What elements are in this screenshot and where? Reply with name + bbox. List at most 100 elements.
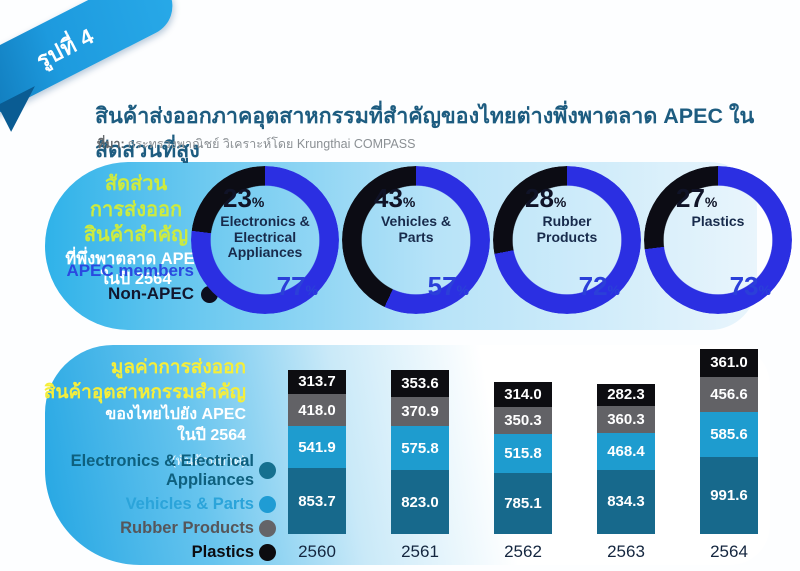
bar-stack: 314.0 350.3 515.8 785.1	[494, 382, 552, 534]
donut-category-label: Rubber Products	[536, 213, 598, 245]
bar-value-label: 313.7	[298, 373, 336, 391]
bar-segment-plastics: 282.3	[597, 383, 655, 406]
legend-item-rubber-products: Rubber Products	[120, 519, 276, 538]
non-apec-percent: 43%	[374, 183, 416, 213]
apec-percent: 72%	[578, 271, 620, 301]
bar-column-2564: 361.0 456.6 585.6 991.6 2564	[700, 349, 758, 562]
donut-category-label: Vehicles & Parts	[380, 213, 452, 245]
bar-segment-electronics-electrical-appliances: 823.0	[391, 470, 449, 534]
bar-chart: 313.7 418.0 541.9 853.7 2560 353.6 370.9 575.8 8…	[288, 349, 758, 562]
text-line: ของไทยไปยัง APEC	[105, 406, 246, 424]
source-prefix: ที่มา:	[97, 137, 125, 151]
bar-value-label: 468.4	[607, 442, 645, 460]
bar-segment-electronics-electrical-appliances: 834.3	[597, 469, 655, 534]
bar-column-2561: 353.6 370.9 575.8 823.0 2561	[391, 369, 449, 562]
donut-labels: 28% Rubber Products 72%	[493, 166, 641, 314]
percent-sign: %	[251, 194, 265, 210]
donut-category-label: Electronics & Electrical Appliances	[220, 213, 310, 261]
bar-value-label: 361.0	[710, 354, 748, 372]
donut-category-label: Plastics	[691, 213, 745, 229]
legend-dot-icon	[259, 543, 276, 561]
legend-item-plastics: Plastics	[192, 543, 276, 562]
bar-year-label: 2563	[607, 542, 645, 561]
donut-row: 23% Electronics & Electrical Appliances 77…	[191, 166, 792, 314]
bar-stack: 313.7 418.0 541.9 853.7	[288, 369, 346, 534]
donut-vehicles-parts: 43% Vehicles & Parts 57%	[342, 166, 490, 314]
legend-label: Plastics	[191, 542, 254, 561]
bar-segment-plastics: 353.6	[391, 369, 449, 398]
bar-year-label: 2564	[710, 542, 748, 561]
percent-sign: %	[402, 194, 416, 210]
share-heading-lines: สัดส่วน การส่งออก สินค้าสำคัญ	[50, 172, 222, 249]
bar-stack: 361.0 456.6 585.6 991.6	[700, 349, 758, 534]
bar-value-label: 834.3	[607, 493, 645, 511]
legend-label: Rubber Products	[120, 518, 254, 537]
donut-labels: 23% Electronics & Electrical Appliances 77…	[191, 166, 339, 314]
bar-value-label: 456.6	[710, 386, 748, 404]
percent-sign: %	[607, 282, 620, 298]
bar-year-label: 2560	[298, 542, 336, 561]
bar-value-label: 353.6	[401, 375, 439, 393]
bar-stack: 353.6 370.9 575.8 823.0	[391, 369, 449, 534]
bar-column-2562: 314.0 350.3 515.8 785.1 2562	[494, 382, 552, 562]
legend-label: Vehicles & Parts	[125, 494, 254, 513]
bar-segment-plastics: 361.0	[700, 349, 758, 377]
bar-value-label: 991.6	[710, 487, 748, 505]
non-apec-percent: 28%	[525, 183, 567, 213]
donut-labels: 27% Plastics 73%	[644, 166, 792, 314]
percent-sign: %	[305, 282, 318, 298]
text-line: ในปี 2564	[177, 427, 246, 445]
bar-year-label: 2562	[504, 542, 542, 561]
bar-column-2560: 313.7 418.0 541.9 853.7 2560	[288, 369, 346, 562]
bar-value-label: 350.3	[504, 411, 542, 429]
percent-sign: %	[704, 194, 718, 210]
source-text: กระทรวงพาณิชย์ วิเคราะห์โดย Krungthai CO…	[127, 137, 416, 151]
bar-stack: 282.3 360.3 468.4 834.3	[597, 383, 655, 534]
text-line: สัดส่วน	[104, 173, 168, 195]
legend-dot-icon	[259, 462, 276, 480]
legend-label: Electronics & Electrical Appliances	[70, 452, 254, 489]
legend-label: APEC members	[66, 261, 194, 280]
donut-ring	[342, 166, 490, 314]
donut-rubber-products: 28% Rubber Products 72%	[493, 166, 641, 314]
bar-column-2563: 282.3 360.3 468.4 834.3 2563	[597, 383, 655, 562]
share-subheading-lines: ที่พึ่งพาตลาด APEC ในปี 2564	[50, 249, 222, 290]
unit-note: (พันล้านบาท)	[171, 452, 246, 468]
bar-segment-rubber-products: 350.3	[494, 406, 552, 434]
bar-value-label: 515.8	[504, 445, 542, 462]
value-subheading-lines: ของไทยไปยัง APEC ในปี 2564	[8, 405, 246, 447]
source-note: ที่มา: กระทรวงพาณิชย์ วิเคราะห์โดย Krungt…	[97, 134, 415, 154]
bar-segment-vehicles-parts: 468.4	[597, 433, 655, 470]
percent-sign: %	[456, 282, 469, 298]
bar-value-label: 575.8	[401, 439, 439, 457]
bar-value-label: 418.0	[298, 401, 336, 419]
bar-segment-rubber-products: 370.9	[391, 397, 449, 426]
bar-segment-rubber-products: 456.6	[700, 376, 758, 413]
bar-segment-electronics-electrical-appliances: 991.6	[700, 457, 758, 534]
share-panel-heading: สัดส่วน การส่งออก สินค้าสำคัญ ที่พึ่งพาตลา…	[50, 172, 222, 290]
text-line: สินค้าสำคัญ	[83, 224, 189, 247]
apec-percent: 77%	[276, 271, 318, 301]
bar-value-label: 823.0	[401, 493, 439, 511]
donut-ring	[191, 166, 339, 314]
bar-segment-vehicles-parts: 515.8	[494, 433, 552, 474]
bar-segment-electronics-electrical-appliances: 853.7	[288, 468, 346, 534]
page-title: สินค้าส่งออกภาคอุตสาหกรรมที่สำคัญของไทยต…	[95, 104, 755, 162]
legend-item-vehicles-parts: Vehicles & Parts	[126, 495, 276, 514]
bar-segment-plastics: 313.7	[288, 369, 346, 394]
percent-sign: %	[758, 282, 771, 298]
legend-item-electronics-electrical-appliances: Electronics & Electrical Appliances	[71, 452, 276, 490]
bar-segment-rubber-products: 418.0	[288, 393, 346, 427]
donut-labels: 43% Vehicles & Parts 57%	[342, 166, 490, 314]
apec-percent: 73%	[729, 271, 771, 301]
bar-value-label: 360.3	[607, 410, 645, 428]
text-line: สินค้าอุตสาหกรรมสำคัญ	[43, 381, 246, 403]
bar-year-label: 2561	[401, 542, 439, 561]
bar-value-label: 370.9	[401, 403, 439, 421]
legend-dot-icon	[259, 519, 276, 537]
donut-ring	[644, 166, 792, 314]
text-line: ที่พึ่งพาตลาด APEC	[65, 249, 207, 268]
value-heading-lines: มูลค่าการส่งออก สินค้าอุตสาหกรรมสำคัญ	[8, 356, 246, 405]
bar-segment-vehicles-parts: 575.8	[391, 425, 449, 471]
